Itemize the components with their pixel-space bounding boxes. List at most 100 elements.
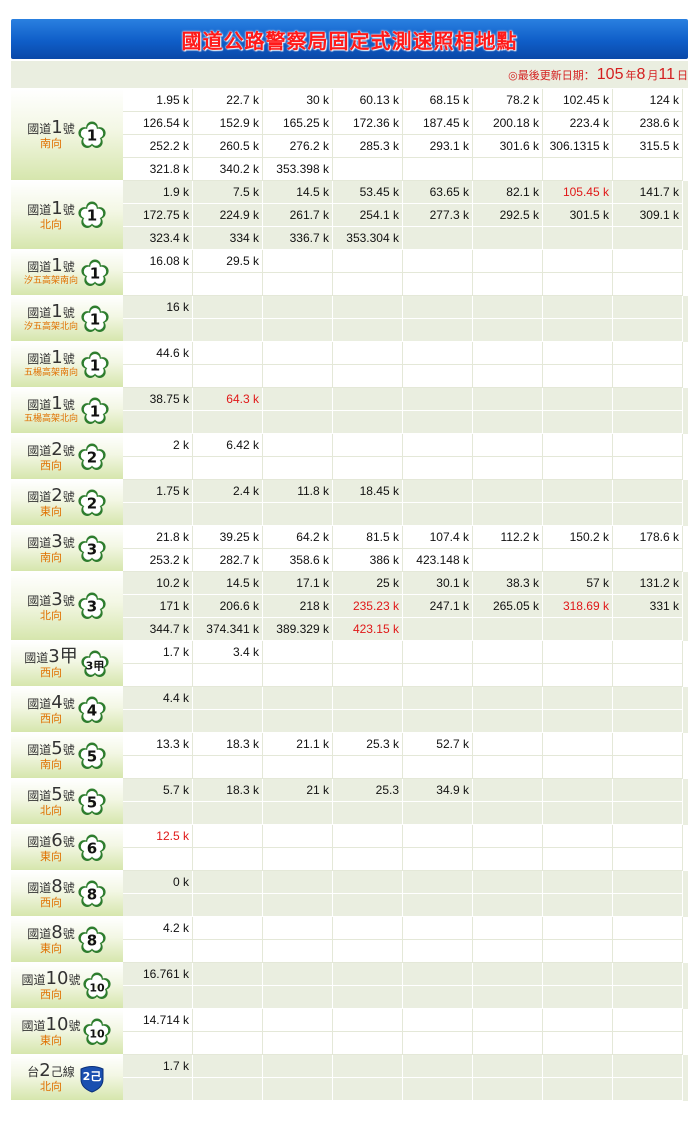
svg-text:1: 1: [90, 264, 100, 282]
table-row: 13.3 k 18.3 k 21.1 k 25.3 k 52.7 k: [123, 733, 688, 756]
camera-location-cell: 126.54 k: [123, 112, 193, 135]
empty-cell: [123, 273, 193, 296]
empty-cell: [263, 848, 333, 871]
camera-location-cell: 150.2 k: [543, 526, 613, 549]
camera-location-cell: 12.5 k: [123, 825, 193, 848]
camera-location-cell: 223.4 k: [543, 112, 613, 135]
empty-cell: [263, 802, 333, 825]
table-row: 12.5 k: [123, 825, 688, 848]
camera-location-cell: 386 k: [333, 549, 403, 572]
camera-location-cell: 152.9 k: [193, 112, 263, 135]
empty-cell: [473, 687, 543, 710]
empty-cell: [403, 411, 473, 434]
freeway-shield-icon: 10: [83, 1017, 112, 1045]
direction-label: 北向: [39, 804, 62, 817]
table-row: [123, 848, 688, 871]
empty-cell: [263, 388, 333, 411]
road-name: 國道1號: [27, 303, 74, 322]
empty-cell: [613, 1009, 683, 1032]
empty-cell: [473, 825, 543, 848]
road-label-cell: 國道10號 東向 10: [11, 1009, 123, 1055]
empty-cell: [613, 779, 683, 802]
road-suffix: 號: [62, 202, 75, 217]
empty-cell: [543, 342, 613, 365]
road-prefix: 國道: [24, 651, 49, 665]
road-prefix: 國道: [27, 490, 52, 504]
empty-cell: [333, 434, 403, 457]
freeway-shield-icon: 2: [78, 442, 106, 470]
road-name: 國道6號: [27, 832, 74, 851]
direction-label: 西向: [39, 712, 62, 725]
empty-cell: [333, 1078, 403, 1101]
empty-cell: [613, 641, 683, 664]
road-prefix: 國道: [27, 927, 52, 941]
road-number: 1: [51, 197, 63, 219]
empty-cell: [333, 365, 403, 388]
camera-location-cell: 64.2 k: [263, 526, 333, 549]
empty-cell: [333, 411, 403, 434]
empty-cell: [613, 1032, 683, 1055]
camera-location-cell: 38.3 k: [473, 572, 543, 595]
camera-location-cell: 277.3 k: [403, 204, 473, 227]
camera-location-cell: 17.1 k: [263, 572, 333, 595]
road-label-cell: 國道8號 西向 8: [11, 871, 123, 917]
kilometer-grid: 1.9 k 7.5 k 14.5 k 53.45 k 63.65 k 82.1 k 105.…: [123, 181, 688, 250]
road-label-cell: 國道5號 北向 5: [11, 779, 123, 825]
table-row: [123, 457, 688, 480]
road-section: 國道3甲 西向 3甲 1.7 k 3.4 k: [11, 641, 688, 687]
camera-location-cell: 5.7 k: [123, 779, 193, 802]
empty-cell: [263, 756, 333, 779]
empty-cell: [263, 963, 333, 986]
road-suffix: 號: [62, 881, 75, 895]
empty-cell: [543, 158, 613, 181]
camera-location-cell: 10.2 k: [123, 572, 193, 595]
svg-text:1: 1: [90, 402, 100, 420]
empty-cell: [333, 802, 403, 825]
empty-cell: [403, 342, 473, 365]
kilometer-grid: 4.4 k: [123, 687, 688, 733]
empty-cell: [403, 687, 473, 710]
day-unit: 日: [677, 69, 688, 82]
road-label: 國道3號 南向: [27, 533, 74, 565]
camera-location-cell: 374.341 k: [193, 618, 263, 641]
empty-cell: [543, 549, 613, 572]
empty-cell: [403, 296, 473, 319]
empty-cell: [123, 894, 193, 917]
road-suffix: 號: [62, 398, 75, 412]
road-number: 1: [51, 117, 63, 138]
road-suffix: 號: [62, 490, 75, 504]
empty-cell: [543, 319, 613, 342]
empty-cell: [543, 940, 613, 963]
road-name: 國道2號: [27, 487, 74, 506]
svg-text:8: 8: [87, 885, 97, 903]
empty-cell: [333, 825, 403, 848]
empty-cell: [613, 986, 683, 1009]
kilometer-grid: 13.3 k 18.3 k 21.1 k 25.3 k 52.7 k: [123, 733, 688, 779]
freeway-shield-icon: 1: [78, 201, 106, 228]
table-row: 1.7 k 3.4 k: [123, 641, 688, 664]
empty-cell: [473, 273, 543, 296]
empty-cell: [403, 1078, 473, 1101]
road-name: 國道1號: [27, 349, 74, 368]
road-section: 台2己線 北向 2己 1.7 k: [11, 1055, 688, 1101]
road-label: 國道10號 東向: [22, 1016, 81, 1048]
road-suffix: 號: [62, 743, 75, 757]
kilometer-grid: 1.7 k: [123, 1055, 688, 1101]
empty-cell: [263, 687, 333, 710]
camera-location-cell: 1.75 k: [123, 480, 193, 503]
road-label-cell: 國道2號 東向 2: [11, 480, 123, 526]
freeway-shield-icon: 3: [78, 592, 106, 619]
empty-cell: [613, 319, 683, 342]
freeway-shield-icon: 10: [83, 971, 112, 999]
direction-label: 東向: [39, 505, 62, 518]
empty-cell: [193, 848, 263, 871]
kilometer-grid: 5.7 k 18.3 k 21 k 25.3 34.9 k: [123, 779, 688, 825]
svg-text:3: 3: [87, 540, 97, 558]
road-prefix: 國道: [27, 789, 52, 803]
empty-cell: [473, 158, 543, 181]
road-prefix: 國道: [27, 697, 52, 711]
empty-cell: [473, 480, 543, 503]
camera-location-cell: 1.9 k: [123, 181, 193, 204]
empty-cell: [613, 365, 683, 388]
